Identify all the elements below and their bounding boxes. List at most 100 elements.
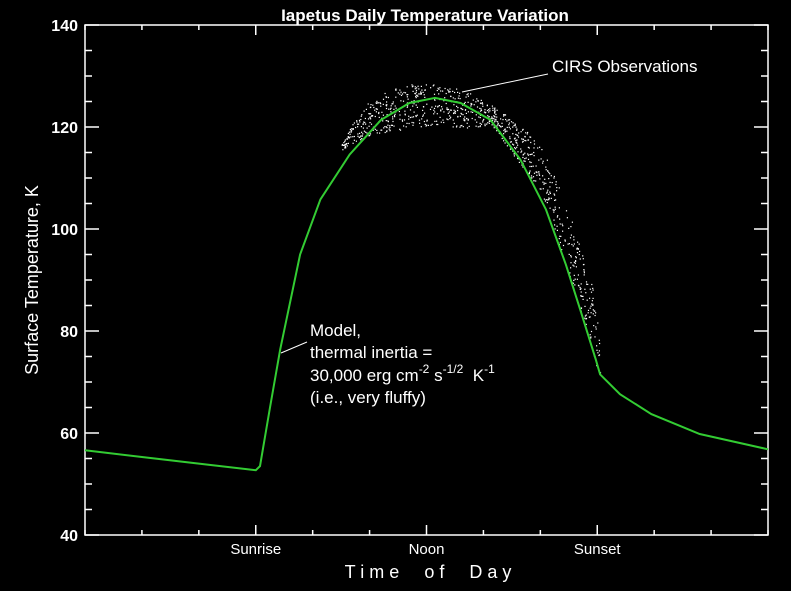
observation-point: [449, 109, 451, 111]
observation-point: [513, 153, 515, 155]
observation-point: [344, 147, 346, 149]
observation-point: [494, 107, 496, 109]
observation-point: [528, 173, 530, 175]
observation-point: [420, 85, 422, 87]
observation-point: [399, 128, 401, 130]
observation-point: [392, 101, 394, 103]
observation-point: [369, 106, 371, 109]
observation-point: [411, 84, 413, 86]
observation-point: [423, 106, 425, 108]
observation-point: [387, 120, 389, 122]
observation-point: [364, 121, 366, 124]
observation-point: [445, 102, 447, 105]
observation-point: [550, 175, 552, 177]
observation-point: [483, 111, 486, 113]
observation-point: [376, 129, 378, 131]
observation-point: [570, 267, 572, 269]
observation-point: [381, 111, 383, 113]
observation-point: [392, 103, 394, 105]
observation-point: [415, 104, 417, 106]
observation-point: [556, 225, 558, 227]
observation-point: [497, 121, 499, 123]
observation-point: [481, 102, 483, 104]
observation-point: [439, 116, 441, 118]
observation-point: [397, 92, 399, 94]
model-annotation-line-4: (i.e., very fluffy): [310, 388, 426, 407]
observation-point: [568, 227, 570, 229]
observation-point: [386, 101, 388, 103]
observation-point: [426, 103, 428, 105]
observation-point: [394, 113, 396, 115]
observation-point: [533, 151, 535, 154]
observation-point: [541, 149, 543, 151]
observation-point: [454, 111, 456, 113]
observation-point: [479, 122, 481, 124]
observation-point: [346, 137, 348, 140]
observation-point: [528, 171, 531, 173]
observation-point: [386, 131, 388, 133]
observation-point: [496, 125, 498, 127]
observation-point: [341, 144, 343, 146]
observation-point: [448, 111, 450, 113]
observation-point: [450, 95, 452, 98]
observation-point: [497, 122, 499, 124]
observation-point: [385, 126, 387, 128]
observation-point: [582, 298, 584, 300]
observation-point: [424, 112, 426, 114]
observation-point: [529, 170, 531, 172]
observation-point: [510, 121, 513, 123]
observation-point: [592, 297, 594, 299]
observation-point: [484, 112, 486, 114]
observation-point: [344, 144, 346, 146]
observation-point: [533, 172, 536, 174]
observation-point: [539, 188, 541, 190]
observation-point: [420, 92, 422, 94]
observation-point: [417, 85, 419, 87]
observation-point: [453, 109, 455, 111]
observation-point: [503, 115, 505, 117]
observation-point: [590, 330, 593, 333]
observation-point: [584, 305, 586, 307]
observation-point: [506, 120, 508, 122]
observation-point: [494, 111, 496, 113]
observation-point: [352, 136, 354, 138]
observation-point: [464, 119, 466, 121]
observation-point: [555, 199, 557, 201]
observation-point: [578, 243, 580, 245]
observation-point: [403, 119, 406, 121]
observation-point: [427, 124, 429, 126]
observation-point: [421, 118, 423, 120]
observation-point: [363, 110, 365, 112]
observation-point: [558, 187, 560, 189]
observation-point: [568, 243, 570, 245]
observation-point: [439, 87, 441, 89]
observation-point: [433, 84, 435, 86]
observation-point: [505, 130, 507, 132]
observation-point: [500, 126, 502, 128]
observation-point: [549, 186, 551, 188]
observation-point: [554, 206, 556, 208]
observation-point: [471, 117, 473, 120]
observation-point: [531, 177, 533, 179]
observation-point: [465, 96, 467, 98]
observation-point: [391, 124, 393, 126]
observation-point: [385, 120, 387, 122]
observation-point: [365, 123, 367, 125]
observation-point: [551, 182, 553, 184]
observation-point: [374, 109, 376, 111]
observation-point: [599, 342, 601, 345]
observation-point: [447, 89, 449, 91]
observation-point: [584, 288, 586, 290]
observation-point: [369, 122, 371, 124]
observation-point: [438, 105, 440, 107]
observation-point: [347, 142, 349, 144]
observation-point: [573, 261, 575, 263]
observation-point: [422, 114, 424, 116]
observation-point: [554, 224, 556, 226]
observation-point: [458, 95, 460, 97]
observation-point: [403, 125, 405, 127]
observation-point: [453, 112, 455, 114]
observation-point: [450, 116, 452, 118]
observation-point: [486, 104, 488, 106]
observations-scatter: [341, 84, 602, 374]
